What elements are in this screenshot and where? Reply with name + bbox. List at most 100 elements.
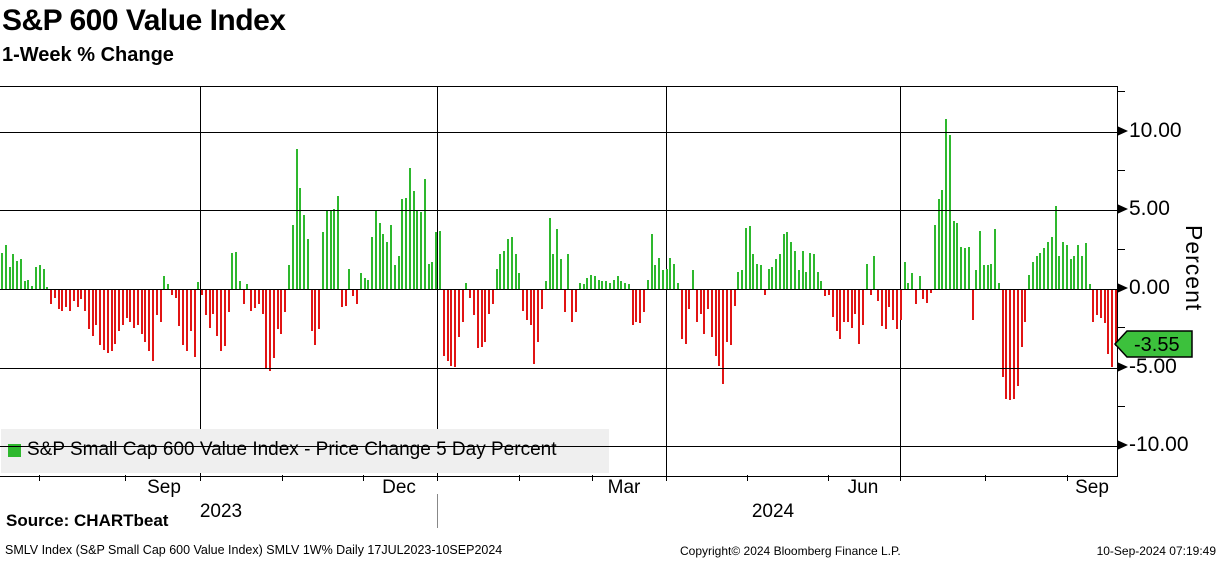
year-divider-line bbox=[437, 494, 438, 528]
bar bbox=[861, 290, 864, 325]
bar bbox=[27, 279, 30, 290]
bar bbox=[348, 268, 351, 290]
bar bbox=[461, 290, 464, 322]
bar bbox=[760, 265, 763, 290]
bar bbox=[1073, 256, 1076, 290]
bar bbox=[495, 268, 498, 290]
bar bbox=[809, 252, 812, 290]
vertical-gridline bbox=[900, 87, 901, 476]
bar bbox=[152, 290, 155, 361]
bar bbox=[431, 262, 434, 290]
bar bbox=[926, 290, 929, 303]
bar bbox=[8, 267, 11, 290]
y-tick-value: -10.00 bbox=[1129, 433, 1189, 457]
bar bbox=[427, 263, 430, 290]
x-axis-month-label: Mar bbox=[607, 477, 641, 498]
bar bbox=[269, 290, 272, 372]
bar bbox=[620, 281, 623, 290]
bar bbox=[340, 290, 343, 308]
bar bbox=[673, 263, 676, 290]
copyright-text: Copyright© 2024 Bloomberg Finance L.P. bbox=[680, 544, 901, 558]
bar bbox=[846, 290, 849, 322]
bar bbox=[133, 290, 136, 328]
x-axis-tick bbox=[747, 475, 748, 481]
bar bbox=[118, 290, 121, 331]
tick-arrow-icon bbox=[1117, 204, 1128, 215]
bar bbox=[726, 290, 729, 342]
bar bbox=[250, 290, 253, 311]
bar bbox=[684, 290, 687, 344]
bar bbox=[76, 290, 79, 308]
y-axis-tick-label: 5.00 bbox=[1117, 197, 1170, 221]
bar bbox=[699, 290, 702, 314]
x-axis-month-label: Sep bbox=[147, 477, 181, 498]
bar bbox=[386, 241, 389, 290]
bar bbox=[314, 290, 317, 346]
x-axis-tick bbox=[900, 475, 901, 481]
bar bbox=[786, 232, 789, 290]
bar bbox=[627, 284, 630, 290]
bar bbox=[299, 188, 302, 290]
bar bbox=[1024, 290, 1027, 322]
bar bbox=[775, 259, 778, 290]
bar bbox=[4, 244, 7, 290]
bar bbox=[624, 282, 627, 290]
bar bbox=[1009, 290, 1012, 401]
bar bbox=[518, 273, 521, 290]
bar bbox=[986, 265, 989, 290]
bar bbox=[284, 290, 287, 313]
bar bbox=[114, 290, 117, 344]
bar bbox=[231, 252, 234, 290]
bar bbox=[933, 224, 936, 290]
bar bbox=[318, 290, 321, 330]
bar bbox=[488, 290, 491, 314]
bar bbox=[654, 265, 657, 290]
bar bbox=[363, 278, 366, 290]
bar bbox=[963, 248, 966, 290]
bar bbox=[1081, 256, 1083, 290]
bar bbox=[952, 221, 955, 290]
bar bbox=[242, 290, 245, 305]
bar bbox=[163, 275, 166, 290]
chart-plot-area: S&P Small Cap 600 Value Index - Price Ch… bbox=[0, 86, 1118, 477]
bar bbox=[1096, 290, 1099, 316]
bar bbox=[529, 290, 532, 325]
bar bbox=[771, 267, 774, 290]
bar bbox=[306, 238, 309, 290]
y-axis-minor-tick bbox=[1117, 406, 1125, 408]
y-axis-tick-label: 0.00 bbox=[1117, 276, 1170, 300]
bar bbox=[450, 290, 453, 366]
bar bbox=[121, 290, 124, 325]
bar bbox=[907, 282, 910, 290]
legend-label: S&P Small Cap 600 Value Index - Price Ch… bbox=[27, 439, 557, 460]
bar bbox=[167, 283, 170, 290]
vertical-gridline bbox=[200, 87, 201, 476]
page-title: S&P 600 Value Index bbox=[2, 4, 286, 37]
bar bbox=[87, 290, 90, 330]
bar bbox=[382, 233, 385, 290]
bar bbox=[476, 290, 479, 349]
bar bbox=[257, 290, 260, 305]
bar bbox=[389, 224, 392, 290]
bar bbox=[903, 262, 906, 290]
bar bbox=[548, 218, 551, 290]
bar bbox=[975, 270, 978, 290]
bar bbox=[125, 290, 128, 319]
bar bbox=[280, 290, 283, 335]
bar bbox=[971, 290, 974, 320]
bar bbox=[371, 237, 374, 290]
bar bbox=[1016, 290, 1019, 387]
bar bbox=[567, 254, 570, 290]
bar bbox=[1047, 241, 1050, 290]
bar bbox=[929, 290, 932, 294]
bar bbox=[352, 290, 355, 297]
bar bbox=[454, 290, 457, 368]
bar bbox=[948, 134, 951, 290]
bar bbox=[537, 290, 540, 342]
bar bbox=[201, 290, 204, 295]
bar bbox=[325, 210, 328, 290]
legend: S&P Small Cap 600 Value Index - Price Ch… bbox=[8, 439, 556, 461]
bar bbox=[1, 252, 3, 290]
bar bbox=[794, 251, 797, 290]
bar bbox=[34, 267, 37, 290]
